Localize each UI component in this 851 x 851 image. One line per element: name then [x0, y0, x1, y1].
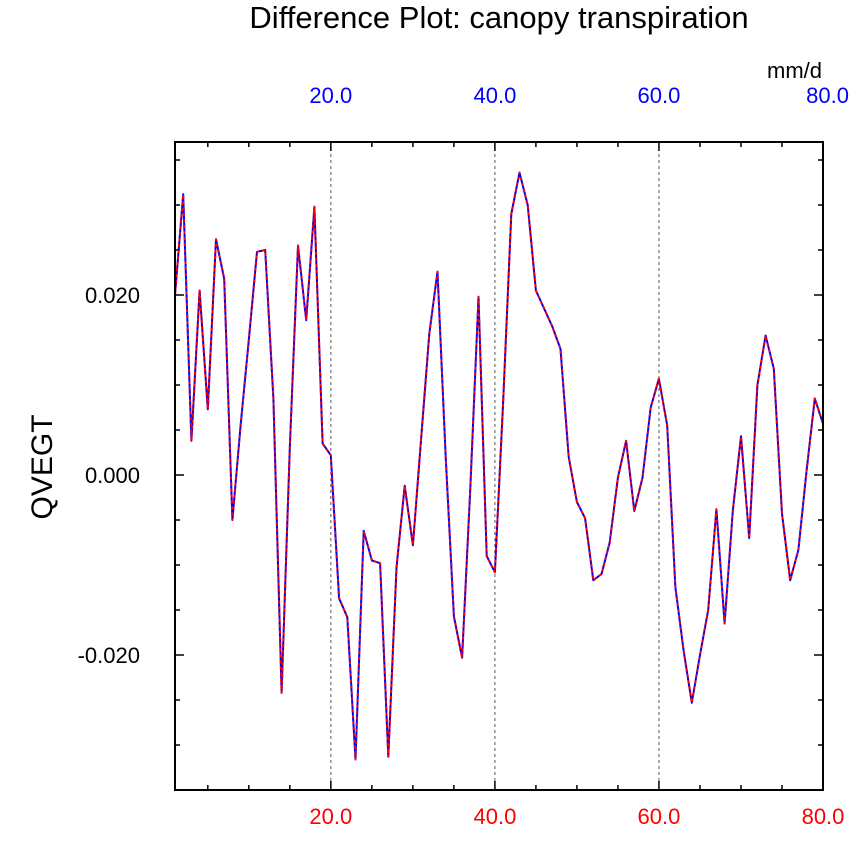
axis-ticks [175, 142, 824, 791]
x-tick-label-top-40: 40.0 [473, 83, 516, 108]
x-tick-label-bottom-60: 60.0 [638, 804, 681, 829]
units-label: mm/d [767, 58, 822, 83]
x-tick-label-bottom-20: 20.0 [309, 804, 352, 829]
axis-tick-labels: 20.0 40.0 60.0 80.0 20.0 40.0 60.0 80.0 -0.020 0.… [78, 83, 849, 829]
y-tick-label-2: 0.020 [85, 283, 140, 308]
x-tick-label-top-80: 80.0 [806, 83, 849, 108]
x-tick-label-top-60: 60.0 [638, 83, 681, 108]
vertical-gridlines [330, 142, 660, 790]
y-tick-label-0: -0.020 [78, 643, 140, 668]
x-tick-label-bottom-40: 40.0 [473, 804, 516, 829]
y-axis-label: QVEGT [26, 414, 59, 519]
y-tick-label-1: 0.000 [85, 463, 140, 488]
x-tick-label-top-20: 20.0 [309, 83, 352, 108]
x-tick-label-bottom-80: 80.0 [802, 804, 845, 829]
series-line-1 [174, 171, 824, 761]
plot-frame [174, 141, 824, 791]
data-series [174, 171, 824, 761]
series-line-0 [174, 171, 824, 761]
chart-title: Difference Plot: canopy transpiration [249, 0, 748, 35]
